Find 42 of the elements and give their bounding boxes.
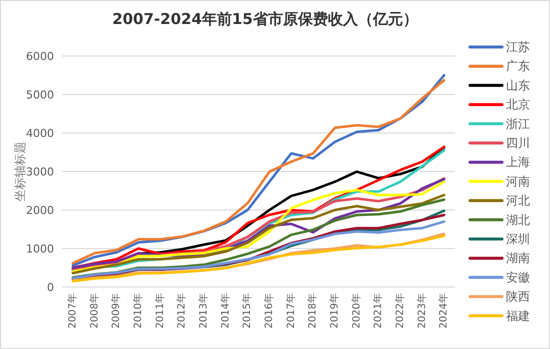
legend-label: 四川	[506, 136, 530, 150]
x-tick-label: 2015年	[241, 293, 254, 328]
y-tick-label: 1000	[26, 242, 54, 256]
legend-label: 江苏	[506, 40, 530, 54]
legend-label: 山东	[506, 78, 530, 92]
legend-label: 湖南	[506, 251, 530, 266]
x-tick-label: 2024年	[438, 293, 450, 328]
x-tick-label: 2013年	[197, 293, 210, 328]
y-tick-label: 2000	[26, 204, 54, 217]
x-tick-label: 2021年	[372, 293, 384, 328]
y-tick-label: 4000	[26, 127, 54, 140]
y-tick-label: 0	[47, 281, 54, 294]
x-tick-label: 2009年	[110, 293, 122, 328]
y-tick-label: 3000	[26, 166, 54, 178]
legend-label: 广东	[506, 59, 530, 74]
legend-label: 陕西	[506, 290, 530, 304]
x-tick-label: 2023年	[416, 293, 428, 328]
x-tick-label: 2014年	[219, 293, 232, 328]
x-tick-label: 2010年	[132, 293, 144, 328]
x-tick-label: 2007年	[66, 293, 78, 328]
legend-label: 河北	[506, 194, 530, 208]
x-tick-label: 2016年	[262, 293, 275, 328]
legend-label: 湖北	[506, 212, 530, 227]
legend-label: 安徽	[506, 270, 530, 284]
y-axis-title: 坐标轴标题	[13, 142, 27, 202]
x-tick-label: 2012年	[176, 293, 188, 328]
legend-label: 北京	[506, 98, 530, 112]
legend-label: 河南	[506, 174, 530, 188]
legend-label: 深圳	[506, 232, 530, 246]
y-tick-label: 6000	[26, 50, 54, 63]
legend-label: 浙江	[506, 116, 530, 131]
x-tick-label: 2020年	[350, 293, 362, 328]
legend-label: 福建	[506, 308, 530, 323]
x-tick-label: 2008年	[88, 293, 100, 328]
x-tick-label: 2022年	[394, 293, 406, 328]
y-tick-label: 5000	[26, 88, 54, 102]
x-tick-label: 2019年	[328, 293, 340, 328]
x-tick-label: 2018年	[306, 293, 319, 328]
x-tick-label: 2011年	[154, 293, 166, 328]
x-tick-label: 2017年	[284, 293, 297, 328]
chart-title: 2007-2024年前15省市原保费收入（亿元）	[112, 10, 418, 28]
legend-label: 上海	[506, 155, 530, 170]
